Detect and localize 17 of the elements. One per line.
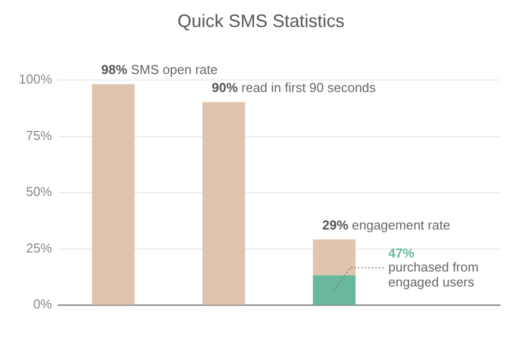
annotation: read in first 90 seconds (238, 80, 376, 96)
bar (312, 275, 356, 305)
annotation: 47% purchased from engaged users (388, 245, 479, 290)
y-tick-label: 75% (26, 128, 52, 143)
y-tick-label: 50% (26, 184, 52, 200)
total-label: 90% (212, 80, 238, 96)
y-tick-label: 100% (18, 72, 52, 87)
bar (202, 102, 246, 305)
total-label: 29% (322, 217, 349, 232)
text: SMS open rate (127, 62, 218, 78)
bar (312, 239, 356, 276)
annotation: engagement rate (348, 217, 450, 232)
chart-title: Quick SMS Statistics (177, 10, 345, 31)
y-tick-label: 25% (26, 240, 52, 256)
y-tick-label: 0% (33, 296, 52, 312)
bar (92, 84, 135, 305)
total-label: 98% (101, 62, 128, 78)
